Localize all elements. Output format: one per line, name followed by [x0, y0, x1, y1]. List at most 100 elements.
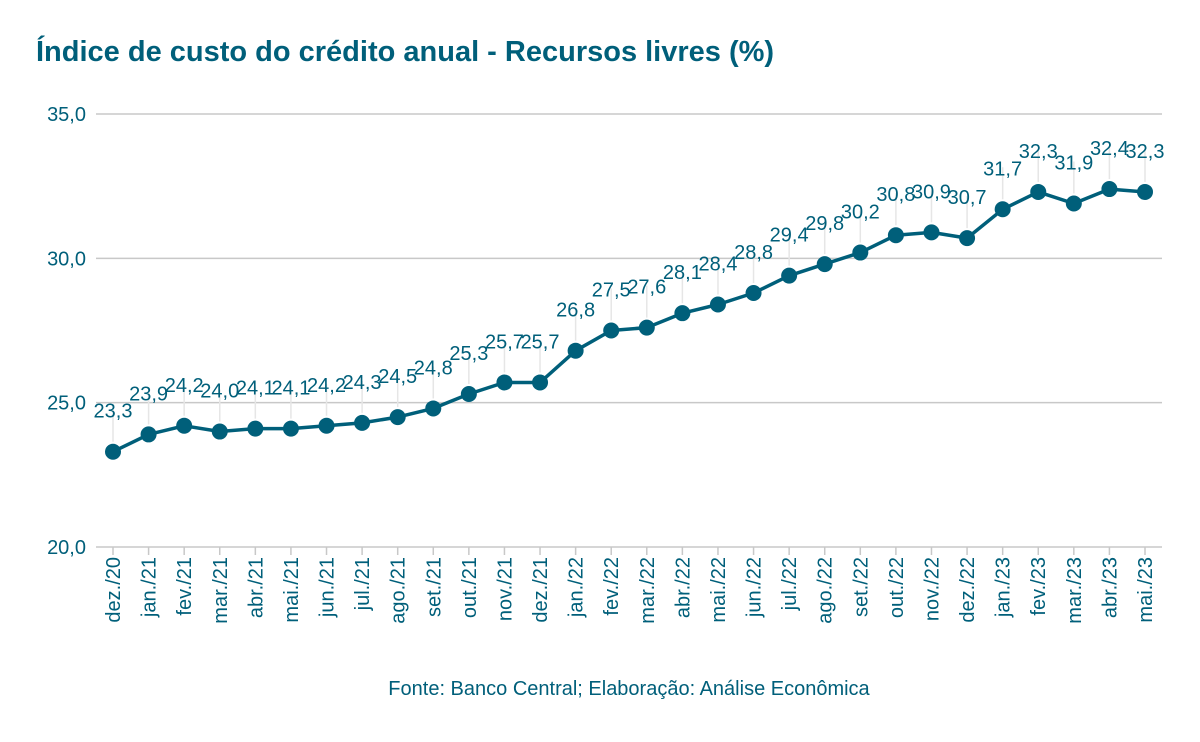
- data-label: 26,8: [556, 300, 595, 322]
- data-label: 31,9: [1054, 152, 1093, 174]
- data-point: [282, 420, 299, 437]
- data-label: 24,3: [343, 372, 382, 394]
- data-label: 30,2: [841, 202, 880, 224]
- data-point: [852, 244, 869, 261]
- data-label: 30,8: [876, 184, 915, 206]
- data-point: [532, 374, 549, 391]
- data-label: 24,1: [236, 378, 275, 400]
- data-label: 24,0: [200, 381, 239, 403]
- data-point: [674, 305, 691, 322]
- x-tick-label: jul./22: [779, 557, 801, 611]
- data-label: 27,5: [592, 280, 631, 302]
- data-points: [105, 181, 1153, 460]
- data-label: 32,3: [1126, 141, 1165, 163]
- data-label: 29,8: [805, 213, 844, 235]
- data-point: [140, 426, 157, 443]
- data-label: 32,4: [1090, 138, 1129, 160]
- label-leaders: [112, 147, 1146, 442]
- x-tick-label: fev./21: [174, 557, 196, 616]
- x-tick-label: set./22: [850, 557, 872, 617]
- data-label: 24,8: [414, 357, 453, 379]
- x-tick-label: dez./22: [957, 557, 979, 623]
- x-tick-label: mar./21: [210, 557, 232, 624]
- data-point: [1101, 181, 1118, 198]
- data-label: 28,4: [698, 254, 737, 276]
- data-point: [745, 284, 762, 301]
- data-label: 24,5: [378, 366, 417, 388]
- x-axis-ticks: dez./20 jan./21 fev./21 mar./21 abr./21 mai./…: [103, 547, 1157, 624]
- x-tick-label: mar./22: [637, 557, 659, 624]
- data-label: 31,7: [983, 158, 1022, 180]
- data-label: 25,7: [521, 331, 560, 353]
- data-point: [1137, 183, 1153, 200]
- source-note: Fonte: Banco Central; Elaboração: Anális…: [388, 678, 870, 700]
- x-tick-label: out./22: [886, 557, 908, 618]
- data-point: [460, 386, 477, 403]
- data-point: [781, 267, 798, 284]
- x-tick-label: jan./22: [566, 557, 588, 618]
- x-tick-label: fev./23: [1028, 557, 1050, 616]
- y-tick-label: 25,0: [47, 393, 86, 415]
- x-tick-label: fev./22: [601, 557, 623, 616]
- y-tick-label: 20,0: [47, 537, 86, 559]
- data-label: 30,7: [948, 187, 987, 209]
- x-tick-label: ago./22: [815, 557, 837, 624]
- x-tick-label: jun./22: [744, 557, 766, 618]
- data-point: [247, 420, 264, 437]
- x-tick-label: jul./21: [352, 557, 374, 611]
- data-label: 24,2: [165, 375, 204, 397]
- data-label: 23,9: [129, 383, 168, 405]
- x-tick-label: jan./21: [139, 557, 161, 618]
- chart-title: Índice de custo do crédito anual - Recur…: [36, 36, 775, 68]
- y-axis-ticks: 20,0 25,0 30,0 35,0: [47, 104, 86, 559]
- data-point: [603, 322, 620, 339]
- x-tick-label: dez./21: [530, 557, 552, 623]
- data-point: [105, 443, 121, 460]
- x-tick-label: dez./20: [103, 557, 125, 623]
- data-point: [1065, 195, 1082, 212]
- data-label: 29,4: [770, 225, 809, 247]
- data-point: [923, 224, 940, 241]
- x-tick-label: mai./21: [281, 557, 303, 623]
- data-point: [887, 227, 904, 244]
- data-label: 28,8: [734, 242, 773, 264]
- data-label: 28,1: [663, 262, 702, 284]
- x-tick-label: nov./22: [921, 557, 943, 621]
- y-tick-label: 35,0: [47, 104, 86, 126]
- x-tick-label: mai./23: [1135, 557, 1157, 623]
- x-tick-label: set./21: [423, 557, 445, 617]
- x-tick-label: ago./21: [388, 557, 410, 624]
- data-label: 25,7: [485, 331, 524, 353]
- data-label: 24,2: [307, 375, 346, 397]
- data-point: [994, 201, 1011, 218]
- data-point: [318, 417, 335, 434]
- x-tick-label: abr./23: [1099, 557, 1121, 618]
- data-point: [567, 342, 584, 359]
- data-label: 23,3: [94, 401, 133, 423]
- x-tick-label: abr./22: [672, 557, 694, 618]
- gridlines: [96, 113, 1162, 548]
- data-labels: 23,323,924,224,024,124,124,224,324,524,8…: [94, 138, 1165, 423]
- data-point: [959, 230, 976, 247]
- data-point: [638, 319, 655, 336]
- x-tick-label: jun./21: [317, 557, 339, 618]
- data-point: [354, 414, 371, 431]
- y-tick-label: 30,0: [47, 248, 86, 270]
- x-tick-label: jan./23: [993, 557, 1015, 618]
- data-label: 30,9: [912, 181, 951, 203]
- data-point: [816, 256, 833, 273]
- data-label: 27,6: [627, 277, 666, 299]
- x-tick-label: nov./21: [494, 557, 516, 621]
- x-tick-label: mai./22: [708, 557, 730, 623]
- x-tick-label: mar./23: [1064, 557, 1086, 624]
- data-point: [496, 374, 513, 391]
- data-point: [176, 417, 193, 434]
- data-point: [709, 296, 726, 313]
- x-tick-label: abr./21: [245, 557, 267, 618]
- data-point: [389, 409, 406, 426]
- series-line: [112, 187, 1146, 454]
- data-point: [211, 423, 228, 440]
- series-line-path: [112, 187, 1146, 454]
- data-label: 24,1: [271, 378, 310, 400]
